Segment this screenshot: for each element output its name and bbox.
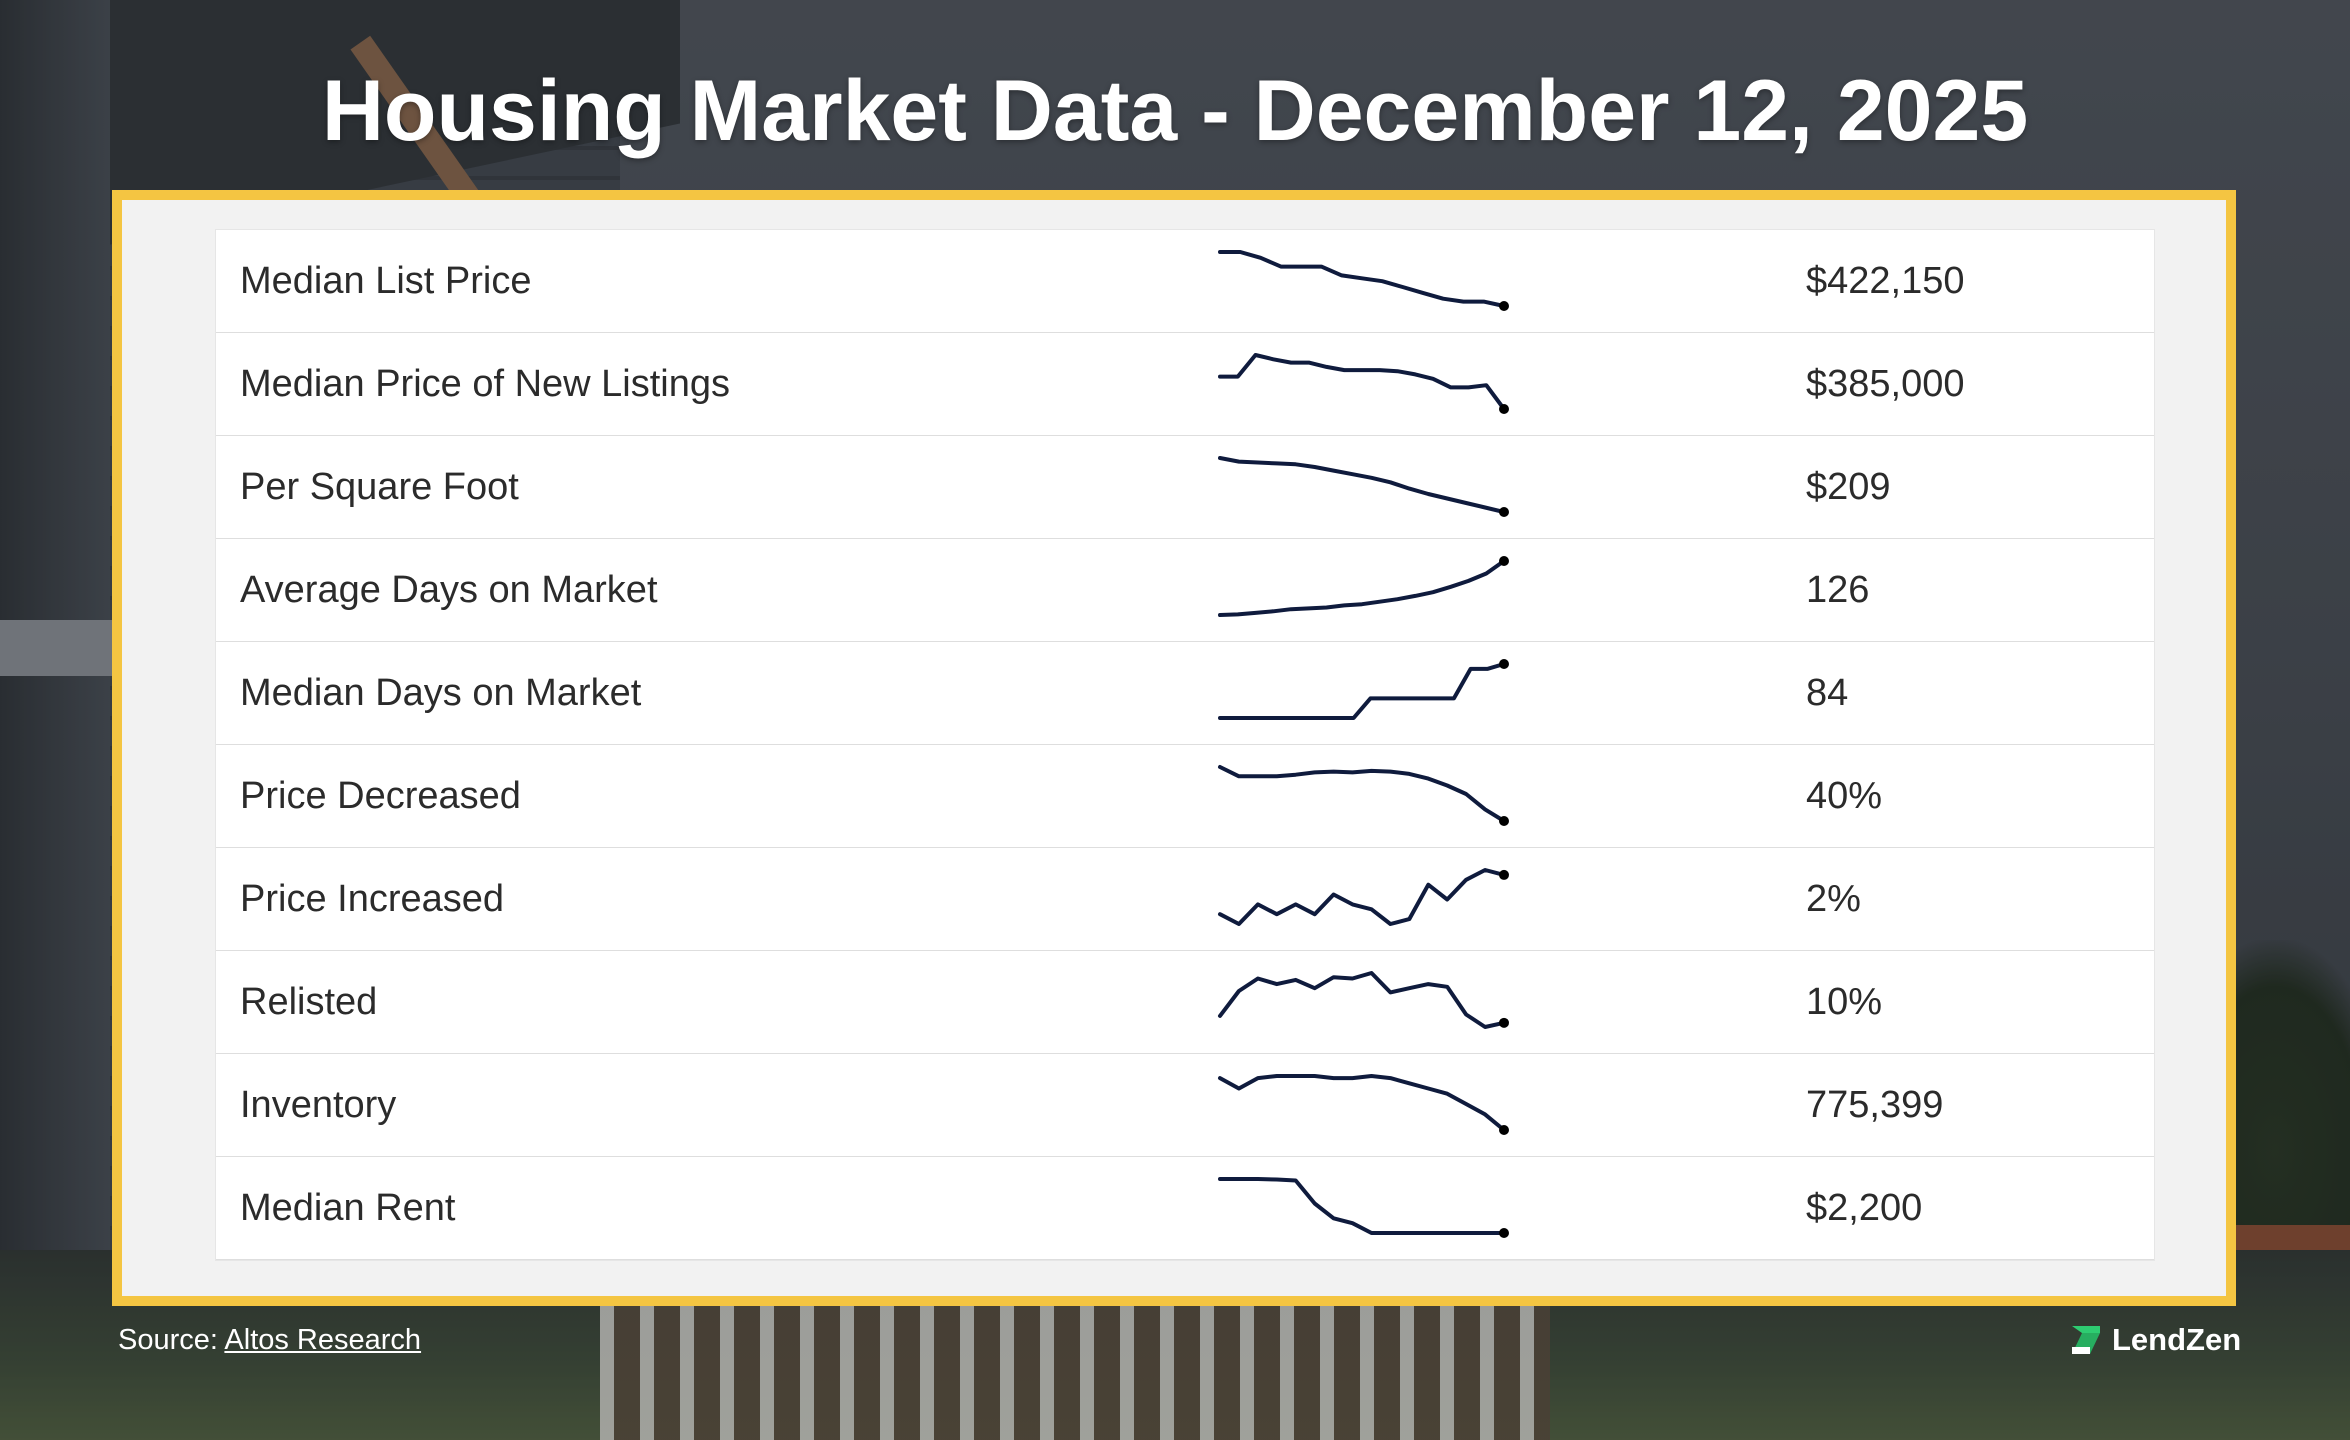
sparkline-series xyxy=(1218,868,1506,926)
metric-label: Inventory xyxy=(240,1084,397,1126)
table-row: Price Decreased 40% xyxy=(216,745,2154,848)
sparkline-series xyxy=(1218,765,1506,823)
metric-value: 40% xyxy=(1806,775,1883,817)
metrics-table: Median List Price $422,150 Median Price of… xyxy=(215,229,2155,1261)
metric-label: Average Days on Market xyxy=(240,569,658,611)
page-title: Housing Market Data - December 12, 2025 xyxy=(321,63,2029,159)
sparkline xyxy=(1218,556,1509,617)
sparkline-endpoint xyxy=(1499,816,1509,826)
sparkline xyxy=(1218,353,1509,414)
sparkline-series xyxy=(1218,353,1506,411)
sparkline xyxy=(1218,971,1509,1029)
metric-value: 84 xyxy=(1806,672,1849,714)
sparkline xyxy=(1218,868,1509,926)
metric-value: 10% xyxy=(1806,981,1883,1023)
sparkline xyxy=(1218,1177,1509,1238)
sparkline-endpoint xyxy=(1499,1228,1509,1238)
lendzen-logo-icon xyxy=(2072,1326,2100,1354)
metric-value: 775,399 xyxy=(1806,1084,1944,1126)
metric-value: 2% xyxy=(1806,878,1861,920)
table-row: Average Days on Market 126 xyxy=(216,539,2154,642)
sparkline-endpoint xyxy=(1499,507,1509,517)
metric-value: $2,200 xyxy=(1806,1187,1923,1229)
metric-value: 126 xyxy=(1806,569,1870,611)
metric-label: Median Price of New Listings xyxy=(240,363,730,405)
sparkline xyxy=(1218,659,1509,720)
sparkline-endpoint xyxy=(1499,659,1509,669)
metric-label: Price Increased xyxy=(240,878,505,920)
sparkline xyxy=(1218,1074,1509,1135)
source-prefix: Source: xyxy=(118,1324,225,1356)
metric-label: Median List Price xyxy=(240,260,532,302)
source-link[interactable]: Altos Research xyxy=(224,1324,422,1356)
table-row: Inventory 775,399 xyxy=(216,1054,2154,1157)
sparkline xyxy=(1218,250,1509,311)
metric-value: $209 xyxy=(1806,466,1891,508)
sparkline-endpoint xyxy=(1499,556,1509,566)
table-row: Median Rent $2,200 xyxy=(216,1157,2154,1260)
metric-value: $385,000 xyxy=(1806,363,1965,405)
table-row: Median Days on Market 84 xyxy=(216,642,2154,745)
sparkline-endpoint xyxy=(1499,404,1509,414)
metric-label: Median Rent xyxy=(240,1187,456,1229)
metric-label: Median Days on Market xyxy=(240,672,642,714)
table-row: Price Increased 2% xyxy=(216,848,2154,951)
table-row: Per Square Foot $209 xyxy=(216,436,2154,539)
brand-logo: LendZen xyxy=(2068,1322,2241,1358)
sparkline-series xyxy=(1218,250,1506,308)
metric-label: Per Square Foot xyxy=(240,466,519,508)
source-credit: Source: Altos Research xyxy=(118,1324,421,1357)
house-pillar xyxy=(0,0,110,1440)
sparkline-endpoint xyxy=(1499,1017,1509,1028)
metric-value: $422,150 xyxy=(1806,260,1965,302)
sparkline-endpoint xyxy=(1499,1125,1509,1135)
metric-label: Price Decreased xyxy=(240,775,521,817)
sparkline-series xyxy=(1218,456,1506,514)
table-row: Median List Price $422,150 xyxy=(216,230,2154,333)
sparkline-series xyxy=(1218,662,1506,720)
sparkline-series xyxy=(1218,1177,1506,1235)
table-row: Median Price of New Listings $385,000 xyxy=(216,333,2154,436)
fence xyxy=(600,1290,1550,1440)
sparkline xyxy=(1218,456,1509,517)
sparkline-series xyxy=(1218,559,1506,617)
data-panel: Median List Price $422,150 Median Price of… xyxy=(112,190,2236,1306)
brand-name: LendZen xyxy=(2112,1322,2242,1357)
sparkline-series xyxy=(1218,971,1506,1029)
table-row: Relisted 10% xyxy=(216,951,2154,1054)
sparkline-series xyxy=(1218,1074,1506,1132)
sparkline-endpoint xyxy=(1499,869,1509,880)
metric-label: Relisted xyxy=(240,981,378,1023)
sparkline-endpoint xyxy=(1499,301,1509,311)
sparkline xyxy=(1218,765,1509,826)
